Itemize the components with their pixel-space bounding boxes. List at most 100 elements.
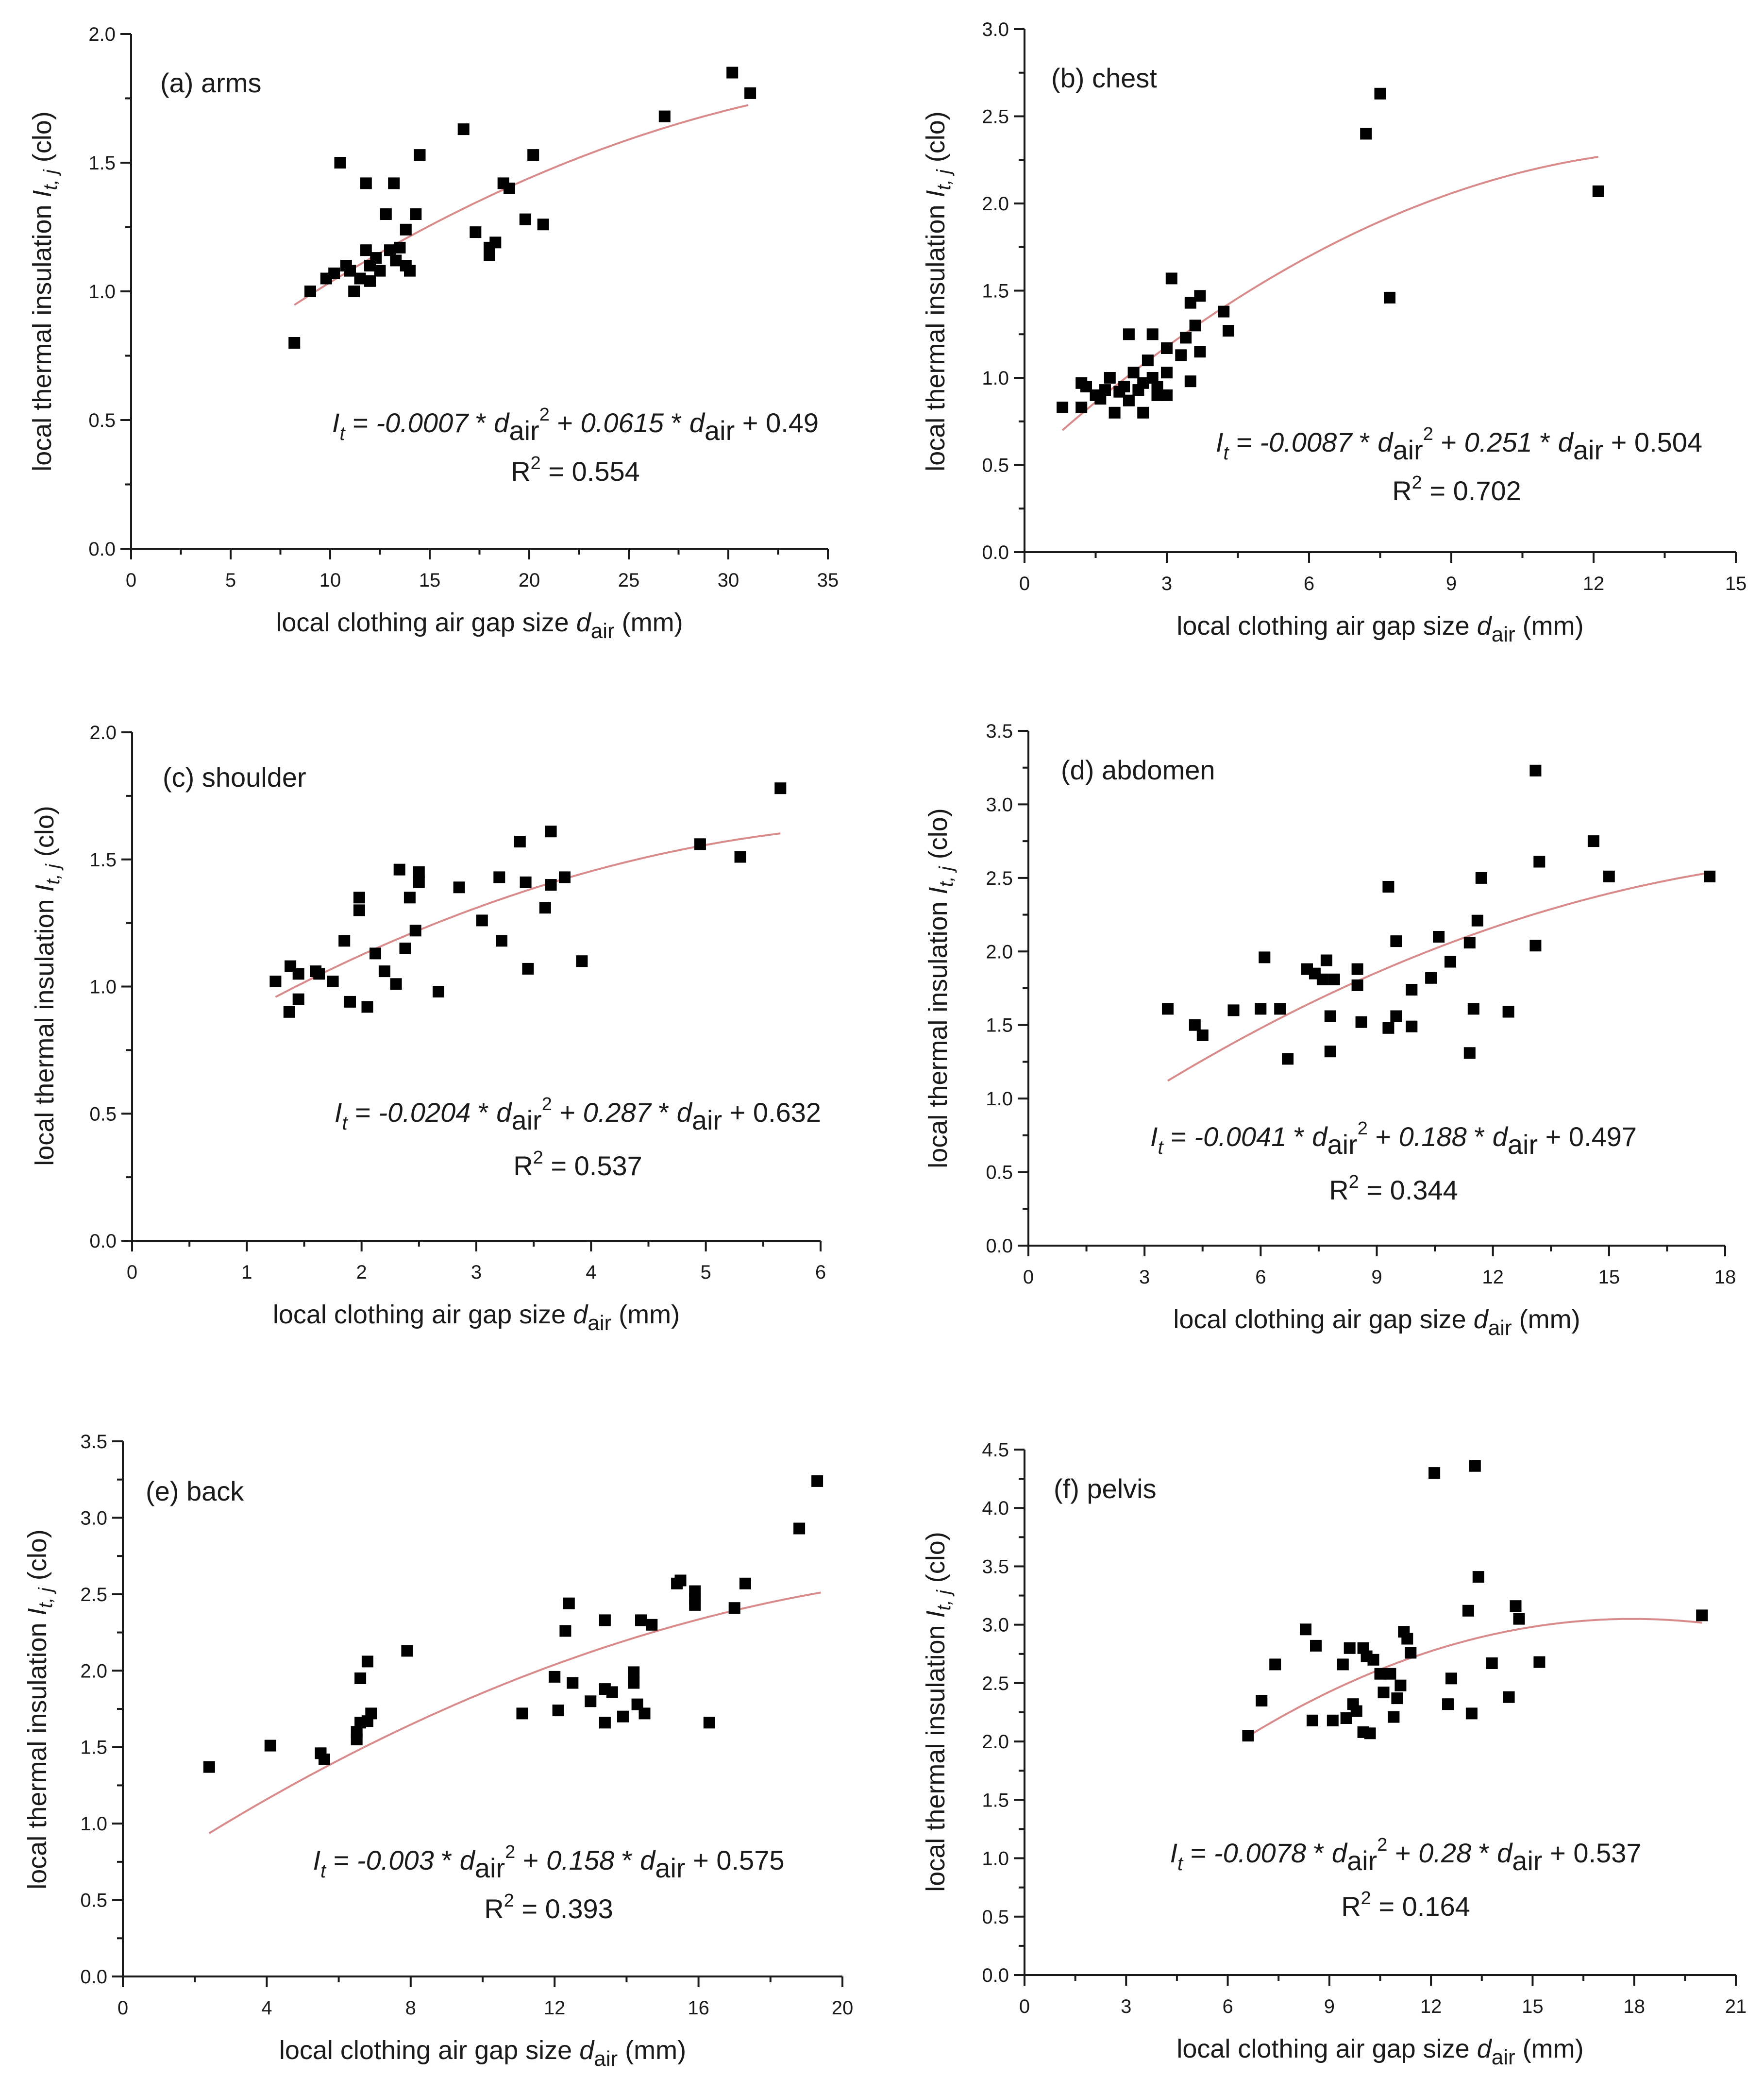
data-point (1057, 402, 1069, 413)
x-tick-label: 9 (1446, 573, 1457, 594)
x-tick-label: 9 (1324, 1996, 1335, 2017)
data-point (292, 968, 304, 980)
data-point (288, 337, 301, 349)
data-point (1161, 367, 1173, 379)
data-point (354, 272, 366, 285)
data-point (1184, 375, 1196, 388)
fit-curve (1167, 872, 1710, 1082)
data-point (1384, 1668, 1396, 1680)
y-tick-label: 3.0 (986, 794, 1013, 815)
data-point (1469, 1460, 1481, 1472)
regression-equation: It = -0.003 * dair2 + 0.158 * dair + 0.5… (313, 1842, 784, 1883)
data-point (1189, 320, 1201, 332)
data-point (370, 947, 381, 960)
data-point (545, 879, 557, 891)
data-point (319, 1753, 330, 1765)
data-point (1242, 1730, 1254, 1742)
data-point (1364, 1727, 1376, 1739)
data-point (674, 1574, 687, 1587)
x-tick-label: 10 (319, 570, 341, 591)
x-tick-label: 3 (1121, 1996, 1131, 2017)
chart-panel-5: 0 4 8 12 16 20 0.0 0.5 1.0 1.5 2.0 2.5 3.0 3.5 (e) bac… (23, 1431, 853, 2071)
y-tick-label: 1.5 (982, 1790, 1009, 1811)
data-point (1467, 1003, 1479, 1015)
data-point (617, 1710, 629, 1722)
x-tick-label: 12 (1482, 1267, 1504, 1288)
x-tick-label: 16 (688, 1997, 709, 2019)
data-point (504, 183, 515, 194)
y-tick-label: 0.0 (982, 542, 1009, 563)
x-tick-label: 0 (1019, 573, 1030, 594)
data-point (1324, 1010, 1336, 1022)
fit-curve (208, 1591, 821, 1834)
y-tick-label: 0.5 (982, 455, 1009, 476)
data-point (388, 177, 400, 189)
x-tick-label: 6 (1304, 573, 1314, 594)
data-point (1146, 328, 1159, 340)
data-point (496, 935, 507, 947)
data-point (393, 863, 405, 876)
data-point (361, 1001, 373, 1013)
y-tick-label: 0.0 (982, 1965, 1009, 1986)
data-point (646, 1619, 658, 1631)
data-point (1274, 1003, 1286, 1015)
y-axis-title: local thermal insulation It, j (clo) (921, 111, 955, 472)
data-point (334, 157, 346, 169)
x-tick-label: 8 (405, 1997, 416, 2019)
data-point (1307, 1714, 1318, 1726)
fit-curve (294, 104, 749, 306)
data-point (599, 1717, 611, 1729)
y-tick-label: 0.5 (88, 410, 116, 431)
data-point (1367, 1654, 1379, 1666)
panel-title: (d) abdomen (1061, 755, 1215, 785)
data-point (354, 1672, 367, 1684)
y-tick-label: 1.0 (88, 281, 116, 303)
data-point (1320, 954, 1332, 966)
x-tick-label: 6 (1222, 1996, 1233, 2017)
data-point (703, 1717, 715, 1729)
data-point (1360, 128, 1372, 140)
y-tick-label: 1.5 (89, 849, 117, 871)
data-point (539, 902, 551, 914)
x-tick-label: 2 (356, 1262, 367, 1283)
data-point (1390, 1010, 1402, 1022)
data-point (1194, 290, 1206, 302)
data-point (520, 876, 532, 888)
x-tick-label: 5 (225, 570, 236, 591)
data-point (793, 1522, 806, 1535)
data-point (269, 976, 282, 987)
data-point (628, 1666, 640, 1678)
x-tick-label: 1 (241, 1262, 252, 1283)
data-point (527, 149, 539, 161)
data-point (563, 1597, 575, 1609)
y-tick-label: 3.5 (986, 721, 1013, 742)
data-point (635, 1614, 647, 1626)
y-tick-label: 2.5 (986, 868, 1013, 889)
data-point (1227, 1004, 1240, 1016)
data-point (1337, 1658, 1349, 1671)
x-tick-label: 21 (1725, 1996, 1747, 2017)
data-point (599, 1614, 611, 1626)
x-tick-label: 0 (127, 1262, 137, 1283)
x-axis-title: local clothing air gap size dair (mm) (273, 1300, 680, 1335)
panel-title: (a) arms (160, 68, 261, 98)
y-tick-label: 1.0 (982, 1848, 1009, 1870)
data-point (1300, 1623, 1311, 1636)
data-point (1463, 1047, 1476, 1059)
x-tick-label: 0 (118, 1997, 128, 2019)
data-point (694, 838, 706, 850)
data-point (1406, 984, 1418, 996)
data-point (1510, 1600, 1522, 1612)
data-point (1384, 291, 1395, 304)
data-point (1382, 1022, 1394, 1034)
x-tick-label: 6 (815, 1262, 826, 1283)
data-point (264, 1739, 276, 1752)
y-tick-label: 1.0 (982, 368, 1009, 389)
data-point (1344, 1642, 1356, 1654)
data-point (1445, 956, 1456, 968)
x-tick-label: 20 (519, 570, 540, 591)
y-tick-label: 2.0 (986, 941, 1013, 963)
data-point (1327, 1714, 1339, 1726)
data-point (1351, 963, 1363, 975)
regression-equation: It = -0.0087 * dair2 + 0.251 * dair + 0.… (1216, 424, 1702, 465)
